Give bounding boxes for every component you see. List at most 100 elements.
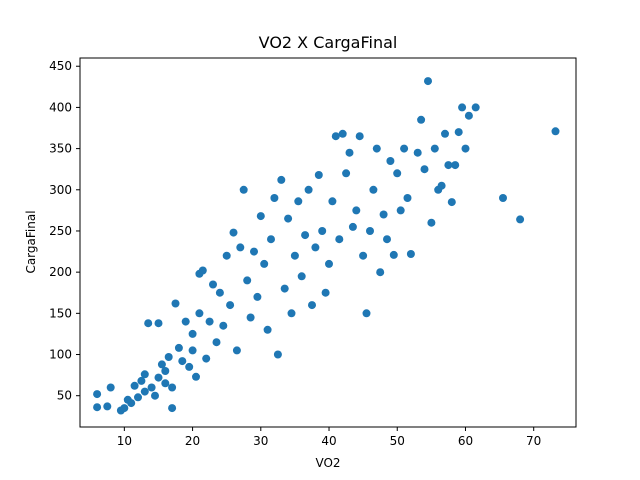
data-point — [181, 317, 190, 326]
data-point — [352, 206, 361, 215]
data-point — [406, 250, 415, 258]
data-point — [246, 313, 255, 322]
data-point — [273, 350, 282, 359]
data-point — [253, 292, 262, 301]
data-point — [103, 402, 112, 411]
data-point — [499, 194, 507, 202]
data-point — [195, 309, 204, 318]
data-point — [321, 288, 330, 297]
data-point — [137, 376, 146, 385]
data-point — [106, 383, 115, 392]
data-point — [239, 185, 248, 194]
data-point — [369, 185, 378, 194]
x-tick-label: 20 — [185, 434, 200, 448]
data-point — [198, 266, 207, 275]
data-point — [277, 175, 286, 184]
data-point — [267, 235, 275, 244]
x-tick-label: 10 — [117, 434, 132, 448]
data-point — [185, 362, 194, 371]
data-point — [232, 346, 241, 355]
data-point — [420, 165, 429, 174]
data-point — [461, 144, 470, 153]
data-point — [400, 144, 409, 153]
y-tick-label: 450 — [49, 59, 72, 73]
data-point — [417, 115, 426, 124]
data-point — [451, 161, 460, 170]
y-tick-label: 300 — [49, 183, 72, 197]
data-point — [342, 169, 351, 178]
data-point — [157, 360, 166, 369]
data-point — [338, 129, 347, 138]
data-point — [345, 148, 354, 157]
data-point — [140, 370, 149, 379]
data-point — [250, 247, 258, 256]
y-axis-label: CargaFinal — [24, 210, 38, 273]
data-point — [413, 148, 422, 157]
data-point — [308, 301, 316, 310]
data-point — [287, 309, 296, 318]
data-point — [284, 214, 293, 223]
data-point — [393, 169, 402, 178]
y-axis: 50 100 150 200 250 300 350 400 450 — [49, 59, 80, 403]
data-point — [120, 404, 129, 413]
data-point — [454, 128, 463, 137]
x-tick-label: 60 — [458, 434, 473, 448]
x-tick-label: 50 — [390, 434, 405, 448]
data-point — [168, 404, 177, 413]
data-point — [202, 354, 211, 363]
y-tick-label: 400 — [49, 100, 72, 114]
data-point — [161, 367, 170, 375]
data-point — [335, 235, 344, 244]
data-point — [424, 77, 432, 86]
data-point — [161, 379, 170, 388]
y-tick-label: 100 — [49, 348, 72, 362]
data-point — [205, 317, 214, 326]
x-tick-label: 30 — [253, 434, 268, 448]
data-point — [441, 129, 449, 138]
x-axis-label: VO2 — [315, 456, 340, 470]
data-point — [243, 276, 252, 285]
data-point — [516, 215, 525, 224]
data-point — [325, 259, 333, 268]
data-point — [178, 357, 187, 366]
data-point — [215, 288, 224, 297]
y-tick-label: 200 — [49, 265, 72, 279]
data-point — [458, 103, 467, 112]
data-point — [551, 127, 560, 136]
data-point — [168, 383, 177, 392]
data-point — [294, 197, 303, 206]
y-tick-label: 50 — [57, 389, 72, 403]
data-point — [447, 198, 456, 207]
y-tick-label: 250 — [49, 224, 72, 238]
data-point — [444, 161, 453, 170]
data-point — [376, 268, 385, 277]
data-point — [222, 251, 231, 260]
data-point — [236, 243, 245, 252]
data-point — [209, 280, 217, 289]
data-point — [297, 272, 306, 281]
data-point — [93, 403, 102, 412]
x-tick-label: 40 — [321, 434, 336, 448]
data-point — [328, 197, 337, 206]
y-tick-label: 350 — [49, 142, 72, 156]
data-point — [260, 259, 269, 268]
data-point — [430, 144, 439, 153]
data-point — [192, 372, 200, 381]
data-point — [314, 171, 323, 179]
data-point — [359, 251, 368, 260]
data-point — [348, 222, 357, 231]
data-point — [304, 185, 313, 194]
data-point — [229, 228, 238, 237]
data-point — [464, 111, 473, 120]
data-point — [164, 353, 173, 361]
data-point — [93, 390, 102, 399]
data-point — [318, 227, 327, 235]
data-point — [311, 243, 320, 252]
data-point — [134, 393, 142, 402]
data-point — [301, 231, 310, 240]
plot-frame — [79, 57, 577, 428]
data-point — [379, 210, 388, 219]
